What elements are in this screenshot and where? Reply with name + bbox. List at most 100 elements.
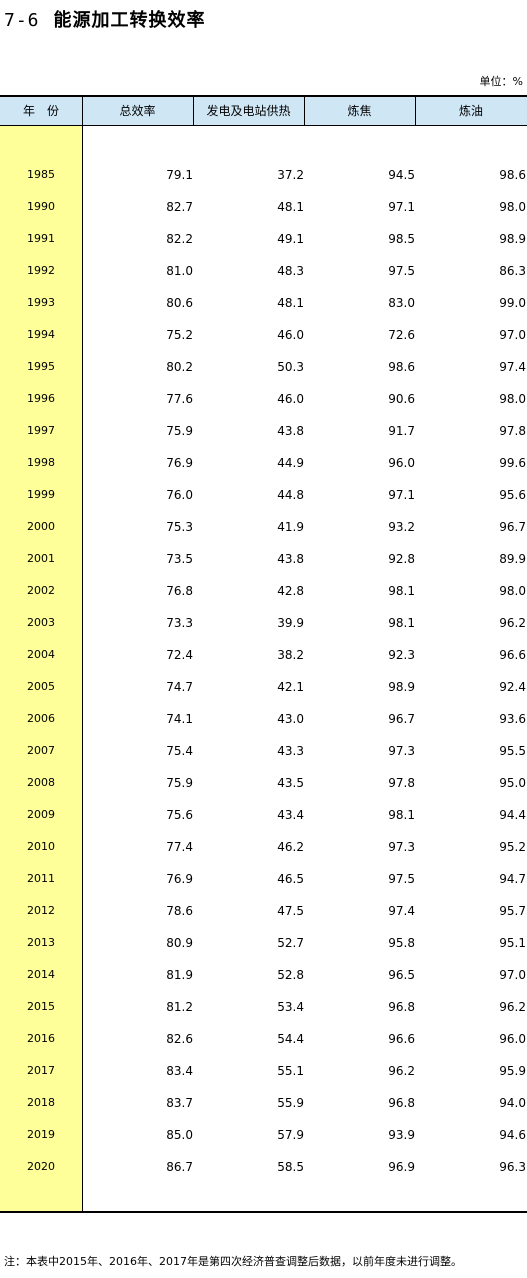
total-efficiency-cell: 77.4	[166, 840, 193, 854]
power-heat-cell: 46.2	[277, 840, 304, 854]
coking-cell: 96.0	[388, 456, 415, 470]
power-heat-cell: 43.0	[277, 712, 304, 726]
table-row: 1998 76.9 44.9 96.0 99.6	[0, 447, 527, 479]
table-body: 1985 79.1 37.2 94.5 98.6 1990 82.7 48.1 97.1 98.0…	[0, 159, 527, 1183]
coking-cell: 98.1	[388, 616, 415, 630]
total-efficiency-cell: 77.6	[166, 392, 193, 406]
year-cell: 2013	[27, 936, 55, 949]
coking-cell: 97.4	[388, 904, 415, 918]
total-efficiency-cell: 74.7	[166, 680, 193, 694]
power-heat-cell: 52.8	[277, 968, 304, 982]
year-cell: 1985	[27, 168, 55, 181]
coking-cell: 97.5	[388, 264, 415, 278]
header-year: 年 份	[22, 104, 59, 118]
refining-cell: 92.4	[499, 680, 526, 694]
table-row: 2010 77.4 46.2 97.3 95.2	[0, 831, 527, 863]
power-heat-cell: 50.3	[277, 360, 304, 374]
power-heat-cell: 43.8	[277, 424, 304, 438]
refining-cell: 99.0	[499, 296, 526, 310]
total-efficiency-cell: 75.4	[166, 744, 193, 758]
refining-cell: 95.7	[499, 904, 526, 918]
power-heat-cell: 53.4	[277, 1000, 304, 1014]
coking-cell: 96.7	[388, 712, 415, 726]
total-efficiency-cell: 81.9	[166, 968, 193, 982]
year-cell: 1993	[27, 296, 55, 309]
total-efficiency-cell: 81.0	[166, 264, 193, 278]
power-heat-cell: 47.5	[277, 904, 304, 918]
refining-cell: 97.8	[499, 424, 526, 438]
coking-cell: 95.8	[388, 936, 415, 950]
table-row: 1985 79.1 37.2 94.5 98.6	[0, 159, 527, 191]
year-cell: 2007	[27, 744, 55, 757]
total-efficiency-cell: 82.6	[166, 1032, 193, 1046]
year-cell: 1990	[27, 200, 55, 213]
table-header: 年 份 总效率 发电及电站供热 炼焦 炼油	[0, 97, 527, 126]
coking-cell: 90.6	[388, 392, 415, 406]
table-row: 2018 83.7 55.9 96.8 94.0	[0, 1087, 527, 1119]
coking-cell: 93.2	[388, 520, 415, 534]
coking-cell: 98.1	[388, 808, 415, 822]
year-cell: 2019	[27, 1128, 55, 1141]
refining-cell: 95.9	[499, 1064, 526, 1078]
header-power-heat: 发电及电站供热	[206, 104, 291, 118]
total-efficiency-cell: 82.2	[166, 232, 193, 246]
coking-cell: 97.8	[388, 776, 415, 790]
refining-cell: 94.6	[499, 1128, 526, 1142]
power-heat-cell: 48.1	[277, 296, 304, 310]
total-efficiency-cell: 80.6	[166, 296, 193, 310]
refining-cell: 98.0	[499, 584, 526, 598]
year-cell: 2002	[27, 584, 55, 597]
table-row: 2009 75.6 43.4 98.1 94.4	[0, 799, 527, 831]
year-cell: 2010	[27, 840, 55, 853]
table-row: 2000 75.3 41.9 93.2 96.7	[0, 511, 527, 543]
header-divider	[304, 97, 305, 126]
table-title: 能源加工转换效率	[53, 10, 206, 31]
table-row: 2008 75.9 43.5 97.8 95.0	[0, 767, 527, 799]
table-row: 2017 83.4 55.1 96.2 95.9	[0, 1055, 527, 1087]
refining-cell: 95.1	[499, 936, 526, 950]
table-row: 1991 82.2 49.1 98.5 98.9	[0, 223, 527, 255]
coking-cell: 97.3	[388, 840, 415, 854]
coking-cell: 97.1	[388, 488, 415, 502]
total-efficiency-cell: 80.2	[166, 360, 193, 374]
year-cell: 2018	[27, 1096, 55, 1109]
total-efficiency-cell: 86.7	[166, 1160, 193, 1174]
total-efficiency-cell: 73.3	[166, 616, 193, 630]
header-refining: 炼油	[458, 104, 483, 118]
coking-cell: 91.7	[388, 424, 415, 438]
data-table: 年 份 总效率 发电及电站供热 炼焦 炼油 1985 79.1 37.2 94.5 98…	[0, 95, 527, 1213]
coking-cell: 97.1	[388, 200, 415, 214]
coking-cell: 98.6	[388, 360, 415, 374]
table-row: 2005 74.7 42.1 98.9 92.4	[0, 671, 527, 703]
year-cell: 2006	[27, 712, 55, 725]
refining-cell: 95.5	[499, 744, 526, 758]
year-cell: 1991	[27, 232, 55, 245]
year-cell: 2011	[27, 872, 55, 885]
power-heat-cell: 42.8	[277, 584, 304, 598]
total-efficiency-cell: 85.0	[166, 1128, 193, 1142]
total-efficiency-cell: 76.8	[166, 584, 193, 598]
refining-cell: 97.0	[499, 968, 526, 982]
year-cell: 2016	[27, 1032, 55, 1045]
total-efficiency-cell: 75.9	[166, 776, 193, 790]
refining-cell: 94.4	[499, 808, 526, 822]
header-divider	[415, 97, 416, 126]
year-cell: 1997	[27, 424, 55, 437]
coking-cell: 93.9	[388, 1128, 415, 1142]
table-row: 1992 81.0 48.3 97.5 86.3	[0, 255, 527, 287]
coking-cell: 96.6	[388, 1032, 415, 1046]
year-cell: 1998	[27, 456, 55, 469]
power-heat-cell: 41.9	[277, 520, 304, 534]
year-cell: 1999	[27, 488, 55, 501]
power-heat-cell: 43.4	[277, 808, 304, 822]
coking-cell: 98.1	[388, 584, 415, 598]
table-row: 2015 81.2 53.4 96.8 96.2	[0, 991, 527, 1023]
table-row: 1990 82.7 48.1 97.1 98.0	[0, 191, 527, 223]
footnote: 注：本表中2015年、2016年、2017年是第四次经济普查调整后数据，以前年度…	[4, 1255, 462, 1268]
refining-cell: 95.0	[499, 776, 526, 790]
total-efficiency-cell: 80.9	[166, 936, 193, 950]
total-efficiency-cell: 81.2	[166, 1000, 193, 1014]
year-column-background	[0, 126, 82, 1211]
coking-cell: 96.8	[388, 1000, 415, 1014]
total-efficiency-cell: 75.3	[166, 520, 193, 534]
